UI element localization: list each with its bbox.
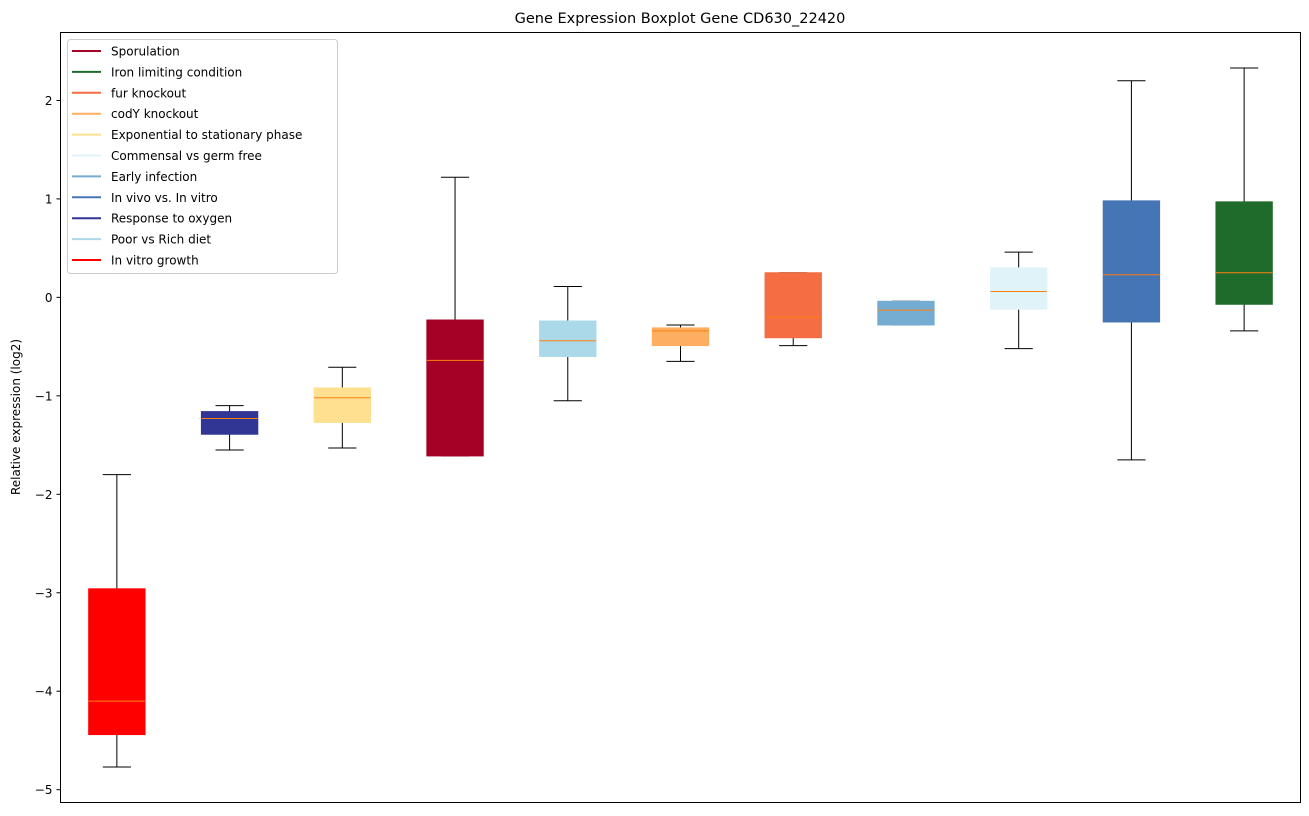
box: [88, 588, 146, 736]
y-tick-label: 1: [45, 192, 53, 206]
box-group: [877, 300, 935, 326]
box-group: [764, 272, 822, 347]
box: [426, 319, 484, 457]
box: [539, 320, 597, 357]
box-group: [1102, 80, 1161, 461]
legend-label: Commensal vs germ free: [111, 149, 262, 163]
legend-label: Iron limiting condition: [111, 65, 242, 79]
legend-label: codY knockout: [111, 107, 199, 121]
y-tick-label: 2: [45, 94, 53, 108]
box: [1215, 201, 1273, 305]
box-group: [651, 324, 710, 362]
y-axis-label: Relative expression (log2): [9, 339, 23, 495]
box-group: [539, 286, 597, 402]
legend-label: Response to oxygen: [111, 212, 232, 226]
box-group: [426, 176, 484, 457]
box-group: [1215, 67, 1273, 332]
legend-label: In vivo vs. In vitro: [111, 191, 218, 205]
y-tick-label: 0: [45, 291, 53, 305]
box: [877, 300, 935, 326]
y-tick-label: −3: [35, 586, 53, 600]
legend-label: Poor vs Rich diet: [111, 233, 211, 247]
box-group: [313, 366, 371, 449]
y-tick-label: −1: [35, 389, 53, 403]
box-group: [88, 474, 146, 768]
legend-label: fur knockout: [111, 86, 187, 100]
box: [313, 387, 371, 423]
legend-label: In vitro growth: [111, 254, 199, 268]
plot-frame: [60, 32, 1301, 803]
chart-title: Gene Expression Boxplot Gene CD630_22420: [515, 11, 846, 27]
y-tick-label: −2: [35, 488, 53, 502]
box: [1102, 200, 1161, 323]
y-tick-label: −5: [35, 783, 53, 797]
legend: Sporulation Iron limiting condition fur kn…: [67, 39, 338, 274]
legend-label: Sporulation: [111, 45, 180, 59]
box-group: [200, 405, 259, 451]
legend-label: Early infection: [111, 170, 197, 184]
box: [651, 327, 710, 347]
box-group: [990, 251, 1048, 350]
y-tick-label: −4: [35, 685, 53, 699]
box: [200, 411, 259, 435]
box: [764, 272, 822, 339]
legend-frame: [67, 39, 338, 274]
box: [990, 267, 1048, 310]
legend-label: Exponential to stationary phase: [111, 128, 302, 142]
